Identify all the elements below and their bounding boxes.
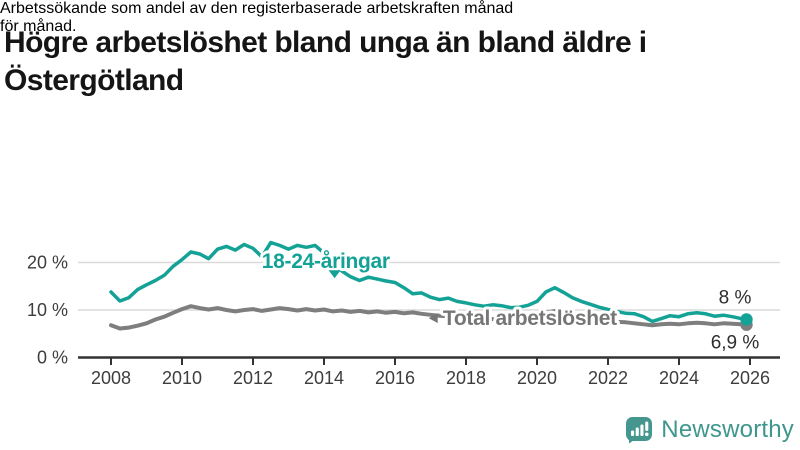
- chart-subtitle-line-2: för månad.: [0, 18, 77, 35]
- newsworthy-wordmark: Newsworthy: [661, 416, 794, 443]
- x-axis-label: 2010: [162, 368, 202, 388]
- series-label-arrow-left: [428, 313, 438, 324]
- x-axis-label: 2026: [730, 368, 770, 388]
- series-line-youth: [109, 240, 749, 324]
- chart-title-line-2: Östergötland: [4, 64, 184, 98]
- y-axis-label: 20 %: [27, 253, 68, 273]
- line-chart: 0 % 10 % 20 % 2008 2010 2012 2014 2016 2018 2020 2…: [27, 240, 780, 388]
- chart-title: Högre arbetslöshet bland unga än bland ä…: [4, 24, 792, 100]
- y-axis-label: 0 %: [37, 348, 68, 368]
- x-axis-label: 2008: [91, 368, 131, 388]
- series-label-youth: 18-24-åringar: [262, 250, 390, 273]
- chart-title-line-1: Högre arbetslöshet bland unga än bland ä…: [4, 26, 647, 60]
- x-axis-label: 2020: [517, 368, 557, 388]
- newsworthy-logo: Newsworthy: [625, 414, 794, 446]
- series-end-dot-youth: [740, 313, 753, 326]
- series-line-total: [109, 304, 749, 331]
- x-axis-label: 2012: [233, 368, 273, 388]
- x-axis-label: 2016: [375, 368, 415, 388]
- end-value-label-total: 6,9 %: [711, 333, 760, 354]
- series-label-arrow-down: [328, 270, 341, 279]
- series-label-total: Total arbetslöshet: [443, 307, 617, 330]
- x-axis-label: 2024: [659, 368, 699, 388]
- x-axis-label: 2018: [446, 368, 486, 388]
- end-value-label-youth: 8 %: [719, 288, 752, 309]
- x-axis-label: 2022: [588, 368, 628, 388]
- chart-subtitle-line-1: Arbetssökande som andel av den registerb…: [0, 0, 514, 17]
- newsworthy-icon: [626, 417, 653, 444]
- x-axis-label: 2014: [304, 368, 344, 388]
- y-axis-label: 10 %: [27, 300, 68, 320]
